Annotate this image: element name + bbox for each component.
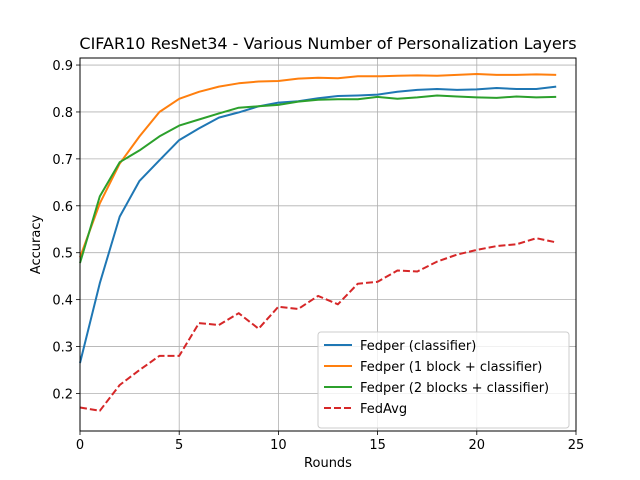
legend-frame <box>317 331 570 429</box>
legend-label-3: Fedper (2 blocks + classifier) <box>360 381 549 396</box>
plot-frame <box>79 57 577 432</box>
x-tick-label: 20 <box>469 438 486 453</box>
y-tick-label: 0.9 <box>52 59 73 74</box>
series-line-3 <box>79 94 557 264</box>
y-tick-label: 0.2 <box>52 387 73 402</box>
x-tick-label: 5 <box>175 438 183 453</box>
y-tick-label: 0.7 <box>52 153 73 168</box>
legend: Fedper (classifier) Fedper (1 block + cla… <box>317 331 570 429</box>
x-tick-label: 0 <box>76 438 84 453</box>
x-tick-label: 10 <box>270 438 287 453</box>
series-line-4 <box>79 237 557 412</box>
legend-label-4: FedAvg <box>360 402 407 417</box>
legend-label-2: Fedper (1 block + classifier) <box>360 360 542 375</box>
x-tick-label: 15 <box>369 438 386 453</box>
y-tick-label: 0.5 <box>52 247 73 262</box>
axis-ticks: 0 5 10 15 20 25 0.2 0.3 0.4 0.5 0.6 0.7 0.8 0.9 <box>52 59 584 453</box>
y-tick-label: 0.8 <box>52 106 73 121</box>
y-tick-label: 0.6 <box>52 200 73 215</box>
y-tick-label: 0.4 <box>52 294 73 309</box>
series-line-1 <box>79 85 557 364</box>
chart-title: CIFAR10 ResNet34 - Various Number of Per… <box>79 34 576 53</box>
y-axis-label: Accuracy <box>29 215 44 275</box>
legend-label-1: Fedper (classifier) <box>360 339 476 354</box>
x-tick-label: 25 <box>568 438 585 453</box>
series-line-2 <box>79 73 557 258</box>
x-axis-label: Rounds <box>304 456 352 471</box>
series-lines <box>79 73 557 412</box>
y-tick-label: 0.3 <box>52 341 73 356</box>
